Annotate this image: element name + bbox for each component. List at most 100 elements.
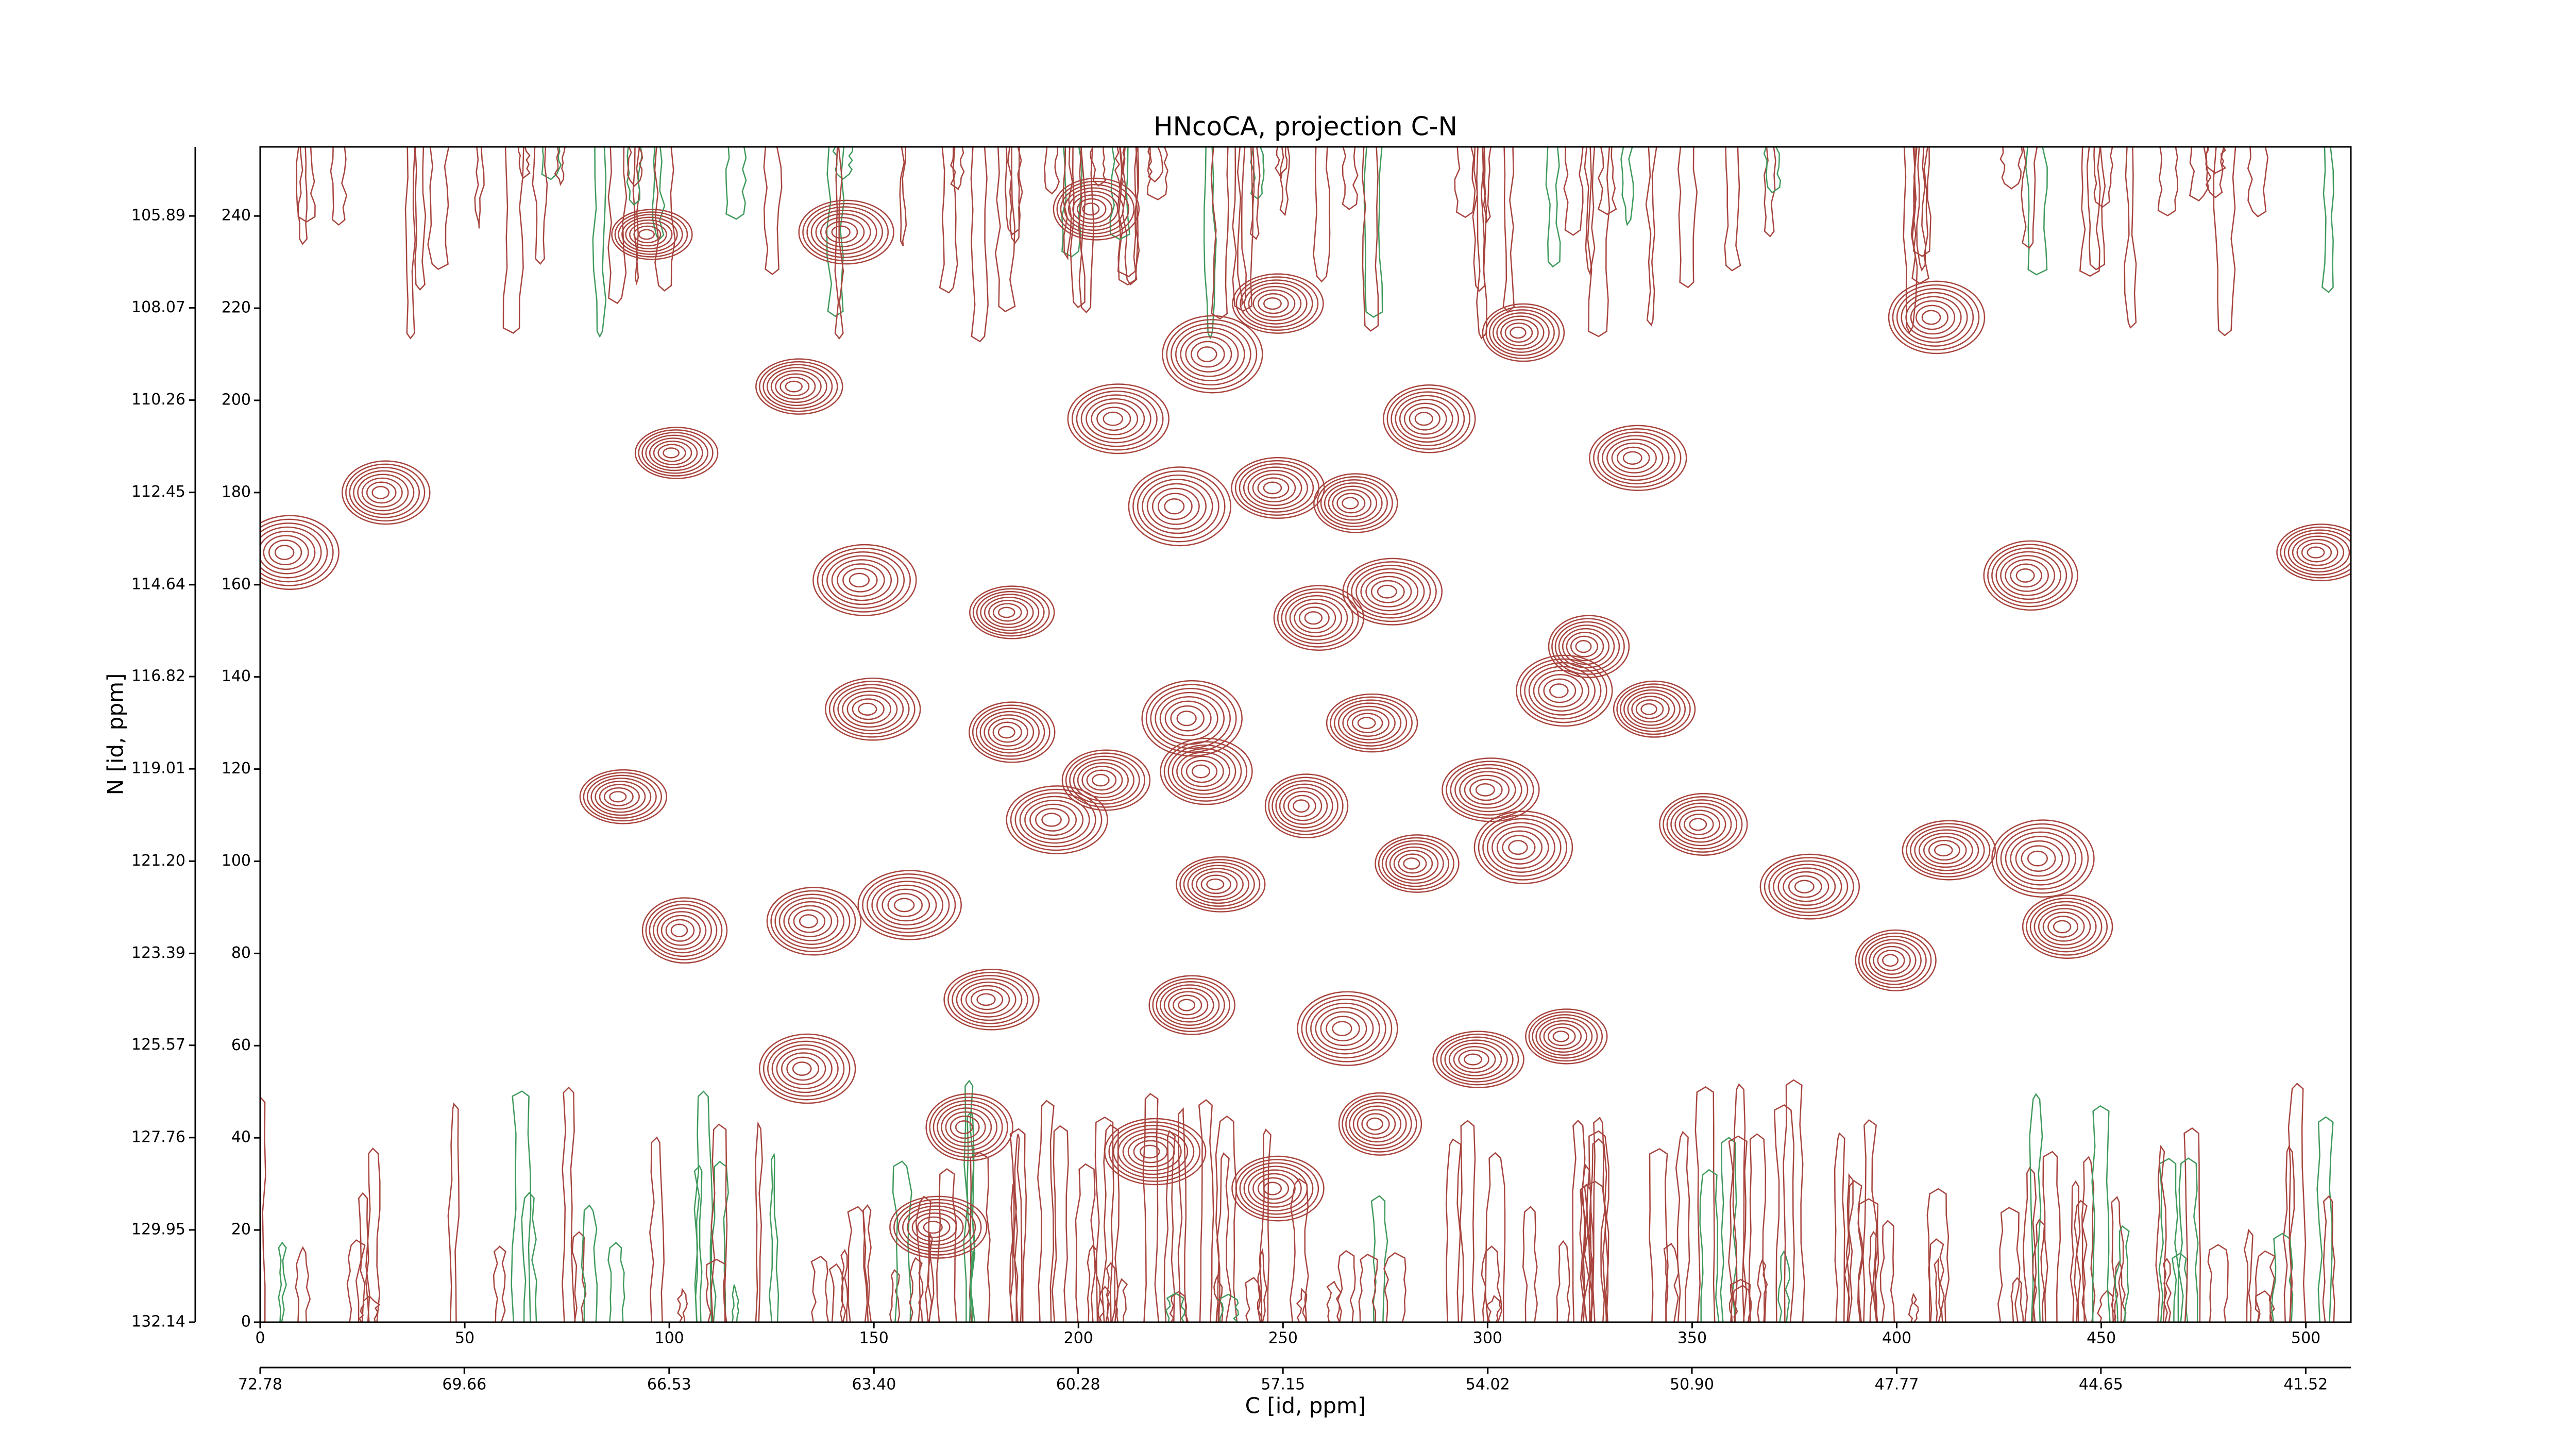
contour-ring (1298, 606, 1330, 630)
contour-ring (1294, 602, 1336, 634)
contour-ring (349, 467, 420, 518)
contour-ring (770, 370, 822, 403)
noise-contour (769, 1152, 779, 1322)
peak (1162, 315, 1263, 394)
y-tick-label: 120 (222, 760, 251, 778)
noise-contour (493, 1245, 506, 1322)
noise-contour (889, 1269, 901, 1322)
x2-tick-label: 41.52 (2283, 1376, 2328, 1394)
contour-ring (1482, 303, 1565, 362)
contour-ring (786, 1056, 820, 1081)
contour-ring (1865, 939, 1922, 982)
contour-ring (641, 432, 708, 474)
contour-ring (645, 434, 703, 471)
contour-ring (887, 893, 923, 917)
noise-contour (474, 147, 485, 229)
noise-contour (840, 1248, 849, 1322)
contour-ring (1248, 1169, 1302, 1208)
contour-ring (1357, 717, 1376, 730)
contour-ring (984, 597, 1034, 628)
contour-ring (955, 1120, 973, 1135)
noise-contour (1101, 1124, 1120, 1322)
contour-ring (842, 567, 878, 593)
noise-contour (1908, 1292, 1919, 1322)
contour-ring (1617, 446, 1650, 469)
noise-contour (2247, 147, 2269, 217)
noise-contour (1217, 1293, 1240, 1322)
x2-tick-label: 44.65 (2079, 1376, 2123, 1394)
contour-ring (1768, 860, 1849, 913)
noise-contour (1361, 147, 1379, 332)
noise-contour (2205, 147, 2227, 174)
contour-ring (817, 547, 911, 613)
x2-tick-label: 47.77 (1875, 1376, 1919, 1394)
contour-ring (846, 694, 891, 724)
noise-contour (2042, 1151, 2061, 1322)
contour-ring (1142, 479, 1213, 534)
peak (1176, 856, 1266, 913)
contour-ring (1492, 826, 1549, 869)
contour-ring (371, 486, 390, 499)
noise-contour (1009, 1128, 1027, 1322)
contour-ring (937, 1103, 998, 1151)
contour-ring (758, 1033, 856, 1104)
peak (634, 427, 719, 479)
contour-ring (1164, 700, 1212, 736)
contour-ring (1551, 618, 1625, 675)
contour-ring (1060, 184, 1130, 234)
contour-ring (629, 222, 667, 247)
noise-contour (1245, 1277, 1262, 1322)
noise-contour (278, 1241, 287, 1322)
contour-ring (260, 522, 328, 583)
peak (969, 701, 1056, 763)
noise-contour (1757, 1259, 1768, 1322)
contour-ring (933, 1100, 1003, 1155)
x-tick-label: 50 (455, 1329, 474, 1347)
contour-ring (649, 437, 698, 468)
noise-contour (1052, 1125, 1069, 1322)
noise-contour (626, 147, 643, 187)
contour-ring (1289, 598, 1343, 637)
noise-contour (1358, 1254, 1378, 1322)
contour-ring (755, 358, 843, 415)
peak (755, 358, 843, 415)
contour-ring (766, 367, 827, 407)
contour-ring (972, 588, 1050, 637)
contour-ring (826, 555, 899, 605)
y2-tick-label: 125.57 (131, 1036, 185, 1054)
contour-ring (1496, 830, 1543, 865)
contour-ring (1901, 292, 1968, 343)
contour-ring (1342, 705, 1396, 740)
contour-ring (894, 898, 915, 913)
noise-contour (2255, 1250, 2276, 1322)
contour-ring (2000, 555, 2056, 596)
contour-ring (956, 978, 1023, 1021)
noise-contour (2178, 1157, 2199, 1322)
noise-contour (705, 1258, 727, 1322)
contour-ring (1533, 669, 1589, 712)
contour-ring (590, 778, 652, 816)
peak (1273, 585, 1365, 651)
noise-contour (1216, 1152, 1232, 1322)
noise-contour (1163, 1130, 1176, 1322)
y-tick-label: 160 (222, 575, 251, 593)
contour-ring (1346, 561, 1437, 622)
contour-ring (969, 701, 1056, 763)
contour-ring (1077, 198, 1107, 220)
contour-ring (970, 989, 1004, 1010)
contour-ring (1640, 703, 1657, 715)
noise-contour (1732, 1083, 1746, 1322)
contour-ring (1152, 978, 1231, 1033)
contour-ring (825, 221, 858, 244)
noise-contour (763, 147, 783, 275)
contour-ring (1336, 493, 1366, 514)
noise-contour (581, 1204, 598, 1322)
contour-ring (1132, 470, 1226, 543)
peak (1659, 792, 1748, 856)
noise-contour (1764, 147, 1776, 238)
contour-ring (1176, 752, 1230, 791)
contour-ring (1164, 498, 1185, 515)
y2-tick-label: 127.76 (131, 1128, 185, 1146)
contour-ring (2021, 845, 2056, 872)
contour-ring (1069, 755, 1140, 805)
